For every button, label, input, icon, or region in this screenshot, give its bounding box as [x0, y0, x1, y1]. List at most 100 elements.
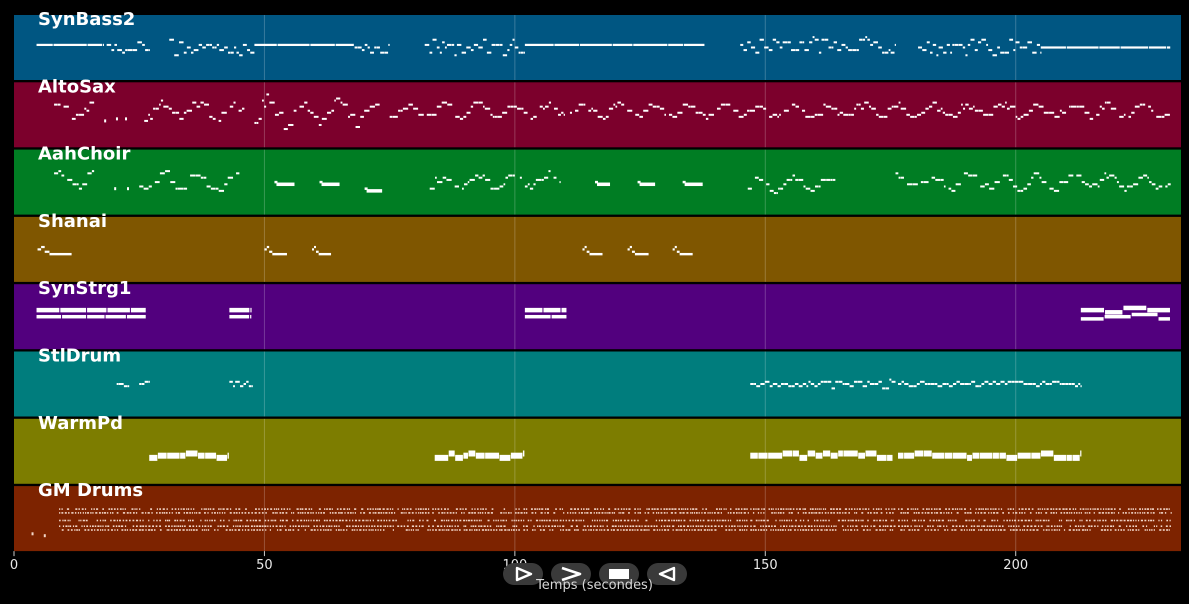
note — [354, 46, 358, 49]
note — [545, 508, 547, 510]
note — [698, 512, 700, 514]
note — [771, 525, 773, 527]
note — [867, 38, 870, 41]
note — [1150, 508, 1152, 510]
note — [746, 519, 748, 522]
note — [229, 307, 250, 313]
note — [392, 529, 395, 531]
note — [318, 508, 321, 510]
note — [1068, 529, 1071, 531]
note — [853, 529, 856, 531]
note — [145, 525, 147, 527]
note — [1125, 512, 1127, 514]
note — [856, 529, 859, 531]
note — [727, 512, 729, 514]
track-label: SynBass2 — [38, 9, 135, 30]
note — [250, 307, 252, 313]
note — [237, 525, 239, 527]
stop-button[interactable] — [599, 563, 639, 585]
note — [105, 314, 126, 319]
note — [102, 43, 104, 47]
note — [663, 529, 667, 531]
note — [870, 525, 872, 527]
note — [769, 189, 774, 192]
note — [510, 452, 523, 459]
note — [521, 107, 524, 110]
note — [1058, 508, 1061, 510]
note — [402, 107, 409, 110]
note — [561, 111, 564, 114]
note — [992, 508, 994, 510]
note — [968, 529, 971, 531]
note — [400, 525, 403, 527]
note — [515, 529, 518, 531]
note — [31, 532, 34, 536]
note — [554, 43, 580, 47]
note — [1050, 525, 1053, 527]
note — [889, 378, 892, 381]
note — [1151, 183, 1156, 186]
note — [836, 512, 839, 514]
note — [867, 380, 870, 383]
note — [116, 519, 119, 522]
note — [398, 109, 401, 112]
note — [1089, 117, 1094, 120]
note — [978, 519, 980, 522]
note — [1114, 508, 1116, 510]
note — [763, 107, 767, 110]
note — [754, 176, 759, 179]
note — [1094, 508, 1096, 510]
note — [336, 508, 339, 510]
note — [692, 525, 694, 527]
note — [1093, 519, 1096, 522]
note — [467, 519, 470, 522]
note — [940, 178, 944, 181]
note — [110, 512, 112, 514]
note — [710, 519, 713, 522]
note — [700, 519, 702, 522]
note — [84, 529, 87, 531]
note — [283, 128, 288, 131]
note — [234, 529, 237, 531]
note — [815, 512, 818, 514]
note — [699, 111, 703, 114]
fast-forward-button[interactable] — [551, 563, 591, 585]
note — [1058, 519, 1061, 522]
note — [1092, 183, 1098, 186]
note — [997, 103, 1002, 106]
note — [1031, 176, 1034, 179]
play-button[interactable] — [503, 563, 543, 585]
note — [868, 508, 870, 510]
note — [43, 534, 46, 538]
note — [938, 508, 941, 510]
note — [520, 51, 524, 54]
note — [647, 525, 650, 527]
note — [97, 525, 100, 527]
note — [695, 508, 698, 510]
note — [613, 103, 616, 106]
note — [602, 508, 605, 510]
note — [76, 183, 79, 186]
note — [198, 525, 201, 527]
note — [369, 519, 371, 522]
note — [779, 519, 781, 522]
note — [1113, 519, 1116, 522]
note — [165, 519, 167, 522]
note — [904, 525, 907, 527]
note — [893, 105, 899, 108]
note — [432, 525, 434, 527]
note — [1015, 525, 1018, 527]
rewind-button[interactable] — [647, 563, 687, 585]
note — [115, 117, 118, 121]
note — [229, 508, 232, 510]
note — [62, 525, 65, 527]
note — [962, 46, 966, 49]
note — [854, 508, 856, 510]
note — [142, 43, 145, 46]
note — [827, 380, 832, 383]
note — [1165, 525, 1168, 527]
note — [568, 529, 571, 531]
note — [707, 519, 710, 522]
note — [244, 525, 247, 527]
note — [763, 508, 766, 510]
